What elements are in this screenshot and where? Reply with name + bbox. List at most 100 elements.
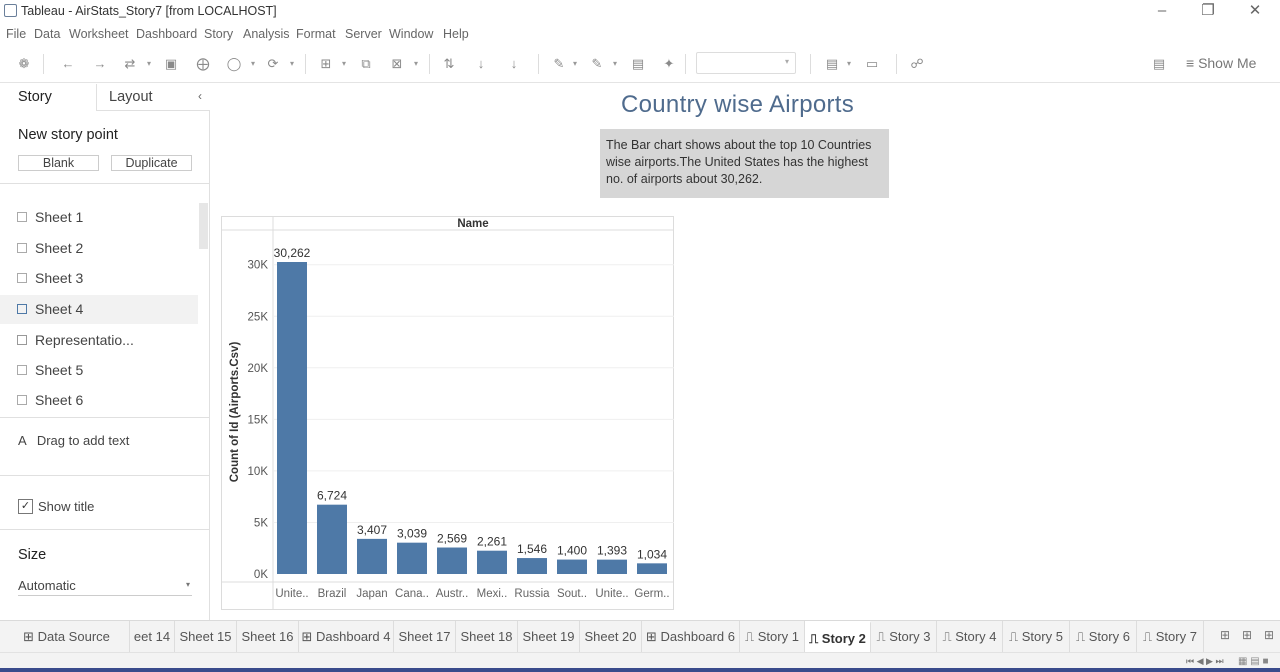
bar-value-label: 3,407 (357, 523, 387, 537)
show-me-icon[interactable]: ▤ (1152, 56, 1166, 71)
x-tick-label: Germ.. (634, 588, 669, 600)
tab-story[interactable]: Story (0, 84, 96, 111)
title-bar: Tableau - AirStats_Story7 [from LOCALHOS… (0, 0, 1280, 23)
new-sheet-icon[interactable]: ⊞ (320, 56, 332, 71)
view-toggle-icon[interactable]: ▦ ▤ ■ (1238, 656, 1269, 667)
close-icon[interactable]: ✕ (1248, 2, 1262, 19)
sheet-list-item-representation[interactable]: Representatio... (0, 326, 198, 355)
tab-story-5[interactable]: ⎍ Story 5 (1003, 621, 1070, 652)
sheet-list-item-4[interactable]: Sheet 4 (0, 295, 198, 324)
show-me-button[interactable]: ≡ Show Me (1186, 55, 1257, 71)
new-dashboard-icon[interactable]: ⊞ (1242, 628, 1253, 642)
new-data-source-icon[interactable]: ⨁ (196, 56, 210, 71)
tab-sheet-16[interactable]: Sheet 16 (237, 621, 299, 652)
show-labels-icon[interactable]: ▤ (631, 56, 645, 71)
bar-6[interactable] (517, 558, 547, 574)
bar-chart[interactable]: Name 0K 5K 10K 15K 20K 25K 30K Count of Id (Airp… (221, 216, 674, 610)
swap-rows-columns-icon[interactable]: ⇅ (443, 56, 455, 71)
tab-story-1[interactable]: ⎍ Story 1 (740, 621, 805, 652)
tab-layout[interactable]: Layout (96, 84, 210, 111)
tab-story-2[interactable]: ⎍ Story 2 (805, 621, 871, 652)
tab-sheet-15[interactable]: Sheet 15 (175, 621, 237, 652)
fix-axes-icon[interactable]: ✦ (663, 56, 675, 71)
sheet-list-item-1[interactable]: Sheet 1 (0, 203, 198, 232)
restore-icon[interactable]: ❐ (1201, 2, 1215, 19)
share-icon[interactable]: ☍ (910, 56, 924, 71)
bar-2[interactable] (357, 538, 387, 574)
tab-nav-arrows-icon[interactable]: ⏮ ◀ ▶ ⏭ (1186, 656, 1224, 666)
new-story-icon[interactable]: ⊞ (1264, 628, 1275, 642)
duplicate-button[interactable]: Duplicate (111, 155, 192, 171)
undo-icon[interactable]: ← (61, 56, 75, 71)
size-dropdown[interactable]: Automatic ▾ (18, 578, 192, 596)
sheet-list-item-5[interactable]: Sheet 5 (0, 356, 198, 385)
bar-8[interactable] (597, 559, 627, 574)
collapse-pane-icon[interactable]: ‹ (198, 89, 202, 103)
worksheet-icon (17, 212, 27, 222)
save-icon[interactable]: ▣ (164, 56, 178, 71)
sheet-list-label: Representatio... (35, 332, 134, 348)
sheet-list-label: Sheet 6 (35, 392, 84, 406)
sheet-list-scrollbar[interactable] (199, 203, 208, 249)
redo-icon[interactable]: → (93, 56, 107, 71)
bar-4[interactable] (437, 547, 467, 574)
show-title-label: Show title (38, 499, 95, 514)
tab-story-4[interactable]: ⎍ Story 4 (937, 621, 1003, 652)
duplicate-sheet-icon[interactable]: ⧉ (361, 56, 371, 71)
menu-server[interactable]: Server (345, 27, 382, 41)
sheet-list-item-6[interactable]: Sheet 6 (0, 386, 198, 406)
group-members-icon[interactable]: ✎ (591, 56, 603, 71)
tab-story-3[interactable]: ⎍ Story 3 (871, 621, 937, 652)
minimize-icon[interactable]: – (1157, 2, 1167, 19)
x-tick-label: Brazil (318, 588, 347, 600)
menu-window[interactable]: Window (389, 27, 434, 41)
tab-data-source[interactable]: ⊞ Data Source (4, 621, 130, 652)
menu-analysis[interactable]: Analysis (243, 27, 290, 41)
tab-sheet-19[interactable]: Sheet 19 (518, 621, 580, 652)
story-point-caption[interactable]: The Bar chart shows about the top 10 Cou… (600, 129, 889, 198)
menu-help[interactable]: Help (443, 27, 469, 41)
swap-icon[interactable]: ⇄ (124, 56, 136, 71)
auto-update-icon[interactable]: ⟳ (267, 56, 279, 71)
tab-sheet-18[interactable]: Sheet 18 (456, 621, 518, 652)
text-icon: A (18, 433, 26, 448)
tab-story-6[interactable]: ⎍ Story 6 (1070, 621, 1137, 652)
tab-sheet-20[interactable]: Sheet 20 (580, 621, 642, 652)
bar-9[interactable] (637, 563, 667, 574)
tab-dashboard-6[interactable]: ⊞ Dashboard 6 (642, 621, 740, 652)
sort-ascending-icon[interactable]: ↓ (477, 56, 485, 71)
bar-7[interactable] (557, 559, 587, 574)
menu-dashboard[interactable]: Dashboard (136, 27, 198, 41)
bar-1[interactable] (317, 504, 347, 574)
worksheet-icon (17, 395, 27, 405)
tableau-logo-icon[interactable]: ❁ (18, 56, 30, 71)
bar-value-label: 1,034 (637, 547, 667, 561)
fit-dropdown[interactable]: ▾ (696, 52, 796, 74)
new-worksheet-icon[interactable]: ⊞ (1220, 628, 1231, 642)
menu-data[interactable]: Data (34, 27, 61, 41)
show-title-checkbox[interactable]: ✓ (18, 499, 33, 514)
tab-dashboard-4[interactable]: ⊞ Dashboard 4 (299, 621, 394, 652)
bar-value-label: 2,261 (477, 535, 507, 549)
sheet-list-label: Sheet 1 (35, 209, 84, 225)
sort-descending-icon[interactable]: ↓ (510, 56, 518, 71)
menu-file[interactable]: File (6, 27, 27, 41)
presentation-mode-icon[interactable]: ▭ (865, 56, 879, 71)
tab-story-7[interactable]: ⎍ Story 7 (1137, 621, 1204, 652)
bar-0[interactable] (277, 262, 307, 574)
menu-worksheet[interactable]: Worksheet (69, 27, 129, 41)
drag-to-add-text[interactable]: A Drag to add text (18, 433, 129, 448)
fit-width-icon[interactable]: ▤ (825, 56, 839, 71)
tab-sheet-17[interactable]: Sheet 17 (394, 621, 456, 652)
menu-format[interactable]: Format (296, 27, 336, 41)
blank-button[interactable]: Blank (18, 155, 99, 171)
bar-5[interactable] (477, 550, 507, 574)
menu-story[interactable]: Story (204, 27, 234, 41)
sheet-list-item-3[interactable]: Sheet 3 (0, 264, 198, 293)
refresh-data-icon[interactable]: ◯ (226, 56, 242, 71)
tab-eet-14[interactable]: eet 14 (130, 621, 175, 652)
clear-sheet-icon[interactable]: ⊠ (391, 56, 403, 71)
highlight-icon[interactable]: ✎ (553, 56, 565, 71)
sheet-list-item-2[interactable]: Sheet 2 (0, 234, 198, 263)
bar-3[interactable] (397, 542, 427, 574)
